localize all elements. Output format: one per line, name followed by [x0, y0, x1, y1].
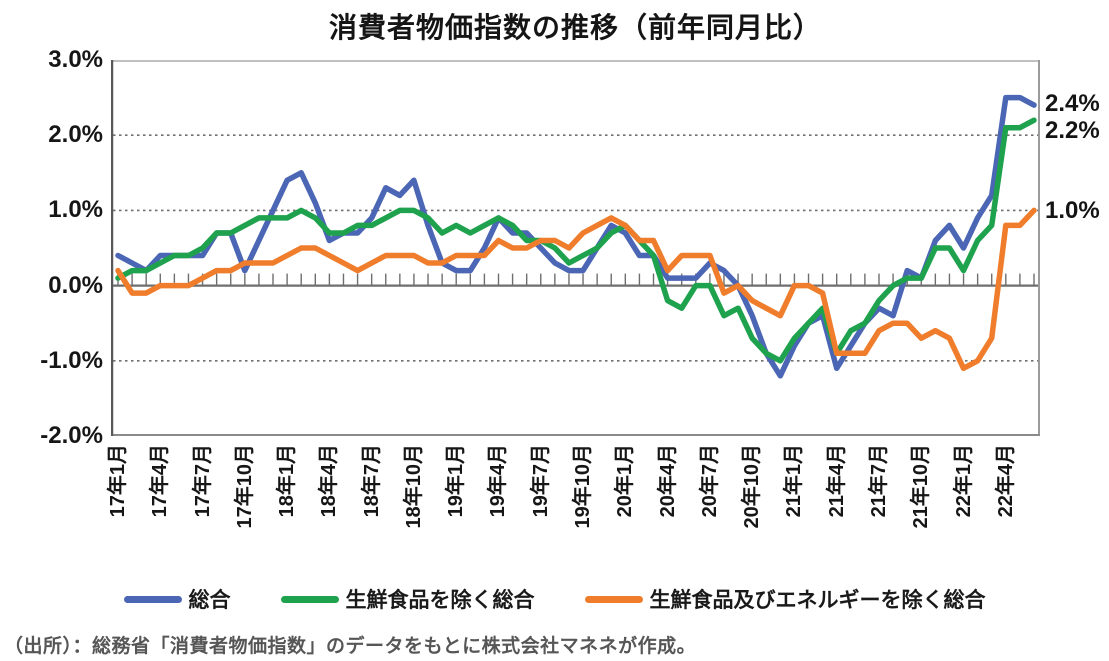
- x-tick-label: 21年4月: [825, 444, 848, 518]
- x-tick-label: 18年10月: [402, 444, 425, 529]
- legend-line-swatch: [584, 595, 643, 603]
- x-tick-label: 22年1月: [952, 444, 975, 518]
- legend-item: 生鮮食品を除く総合: [280, 584, 535, 614]
- series-end-value-label: 2.4%: [1045, 90, 1100, 118]
- x-tick-label: 18年7月: [360, 444, 383, 518]
- x-tick-label: 20年4月: [656, 444, 679, 518]
- legend-label: 総合: [188, 589, 231, 612]
- y-tick-label: 3.0%: [48, 46, 103, 73]
- x-tick-label: 20年1月: [614, 444, 637, 518]
- x-tick-label: 18年4月: [318, 444, 341, 518]
- x-tick-label: 19年1月: [445, 444, 468, 518]
- y-tick-label: 0.0%: [48, 271, 103, 299]
- x-tick-label: 21年7月: [867, 444, 890, 518]
- y-tick-label: 1.0%: [48, 196, 103, 224]
- chart-title: 消費者物価指数の推移（前年同月比）: [328, 12, 822, 43]
- legend-item: 総合: [123, 584, 231, 614]
- x-tick-label: 20年7月: [698, 444, 721, 518]
- x-tick-label: 17年7月: [191, 444, 214, 518]
- legend-line-swatch: [123, 595, 182, 603]
- x-tick-label: 17年4月: [149, 444, 172, 518]
- plot-area: [111, 60, 1040, 436]
- y-tick-label: -1.0%: [40, 346, 103, 374]
- legend-item: 生鮮食品及びエネルギーを除く総合: [584, 584, 986, 614]
- x-tick-label: 17年10月: [233, 444, 256, 529]
- y-tick-label: -2.0%: [40, 422, 103, 449]
- x-tick-label: 22年4月: [994, 444, 1017, 518]
- x-tick-label: 21年10月: [910, 444, 933, 529]
- series-end-value-label: 2.2%: [1045, 117, 1100, 145]
- x-tick-label: 19年10月: [572, 444, 595, 529]
- x-tick-label: 18年1月: [276, 444, 299, 518]
- legend: 総合 生鮮食品を除く総合 生鮮食品及びエネルギーを除く総合: [0, 584, 1109, 614]
- x-tick-label: 19年7月: [529, 444, 552, 518]
- y-tick-label: 2.0%: [48, 121, 103, 149]
- legend-line-swatch: [280, 595, 339, 603]
- legend-label: 生鮮食品及びエネルギーを除く総合: [649, 589, 986, 612]
- x-tick-label: 21年1月: [783, 444, 806, 518]
- source-note: （出所）：総務省「消費者物価指数」のデータをもとに株式会社マネネが作成。: [4, 636, 697, 657]
- legend-label: 生鮮食品を除く総合: [345, 589, 535, 612]
- x-tick-label: 20年10月: [741, 444, 764, 529]
- series-end-value-label: 1.0%: [1045, 197, 1100, 225]
- x-tick-label: 19年4月: [487, 444, 510, 518]
- x-tick-label: 17年1月: [107, 444, 129, 518]
